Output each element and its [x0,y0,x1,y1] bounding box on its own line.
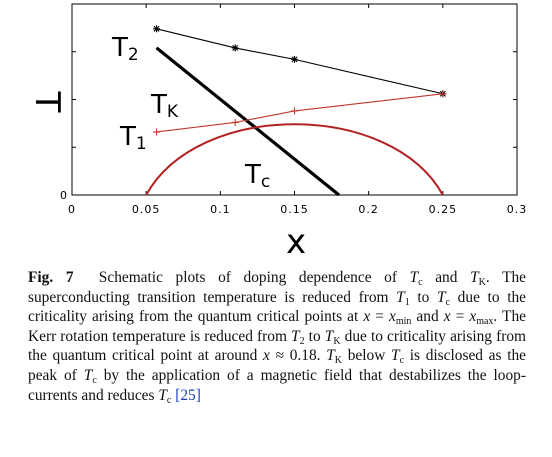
caption-approx: ≈ 0.18 [269,347,317,365]
figure-caption: Fig. 7 Schematic plots of doping depende… [28,268,526,405]
series-t2-point [231,44,239,52]
caption-math-x: x [388,308,396,326]
caption-math-t: T [324,327,334,345]
x-tick-label-1: 0.05 [132,203,161,216]
y-axis-title: T [27,91,67,113]
series-t1-point [153,128,161,136]
caption-text-8: to [304,327,325,345]
x-tick-label-2: 0.1 [210,203,231,216]
caption-sub-min: min [395,316,412,328]
caption-sub-c: c [418,277,423,288]
x-tick-label-6: 0.3 [507,203,528,216]
caption-sub-c: c [399,355,405,367]
doping-phase-diagram: 0 0.05 0.1 0.15 0.2 0.25 0.3 0 x T T2 TK… [27,3,528,262]
caption-math-t: T [291,327,300,345]
caption-math-x: x [263,347,270,365]
caption-text-7: . The Kerr rotation temperature is reduc… [28,308,526,345]
caption-text-11: below [342,347,392,365]
series-t2-line [156,28,443,95]
plot-frame [71,3,518,196]
caption-text-3: . The superconducting transition tempera… [28,269,526,306]
caption-sub-c: c [166,394,172,406]
caption-sub-k: K [334,355,343,367]
x-tick-label-3: 0.15 [280,203,309,216]
caption-math-t: T [391,347,400,365]
y-tick-marks [72,51,517,148]
caption-text-5: due to the criticality arising from the … [28,288,526,326]
series-t2-point [153,25,161,33]
caption-eq: = [370,308,389,326]
x-axis-title: x [286,222,306,262]
caption-sub-2: 2 [299,335,305,347]
label-tk: TK [150,90,179,122]
caption-eq: = [450,308,470,326]
caption-text-6: and [411,308,444,326]
series-t1-line [156,93,443,133]
series-layer [145,25,447,197]
caption-sub-c: c [445,296,451,308]
caption-math-t: T [409,269,419,286]
caption-sub-k: K [478,277,486,288]
caption-text-4: to [409,288,438,306]
x-tick-labels: 0 0.05 0.1 0.15 0.2 0.25 0.3 [68,203,528,216]
x-tick-label-5: 0.25 [429,203,458,216]
x-tick-marks [145,4,444,195]
series-t2-point [291,55,298,63]
caption-math-t: T [470,269,479,286]
caption-text-2: and [422,269,471,286]
caption-text: Fig. 7 Schematic plots of doping depende… [28,268,526,405]
caption-sub-1: 1 [404,296,410,308]
x-tick-label-4: 0.2 [358,203,379,216]
caption-math-x: x [363,308,371,326]
caption-text-13: by the application of a magnetic field t… [28,366,527,404]
caption-fig-label: Fig. 7 [28,269,74,286]
caption-math-t: T [83,366,93,384]
caption-sub-c: c [92,374,97,386]
caption-math-x: x [469,308,477,326]
label-t2: T2 [111,33,139,65]
caption-text-10: . [316,347,327,365]
caption-math-x: x [443,308,451,326]
caption-text-12: is disclosed as the peak of [28,347,526,384]
caption-sub-k: K [333,335,341,347]
caption-math-t: T [158,386,167,404]
caption-text-9: due to criticality arising from the quan… [28,327,526,365]
caption-text-1: Schematic plots of doping dependence of [98,269,410,286]
reference-link[interactable]: [25] [175,386,201,404]
series-t1-point [291,107,298,115]
caption-math-t: T [396,288,405,306]
x-tick-label-0: 0 [68,203,76,216]
caption-math-t: T [437,288,446,306]
series-tk-line [155,46,341,197]
caption-sub-max: max [476,316,494,328]
series-t1-point [231,118,239,126]
label-tc: Tc [244,160,270,192]
y-tick-label-0: 0 [60,189,68,202]
series-t1-point [439,90,447,98]
label-t1: T1 [119,122,147,154]
series-tc-curve [145,123,444,196]
caption-math-t: T [326,347,335,365]
